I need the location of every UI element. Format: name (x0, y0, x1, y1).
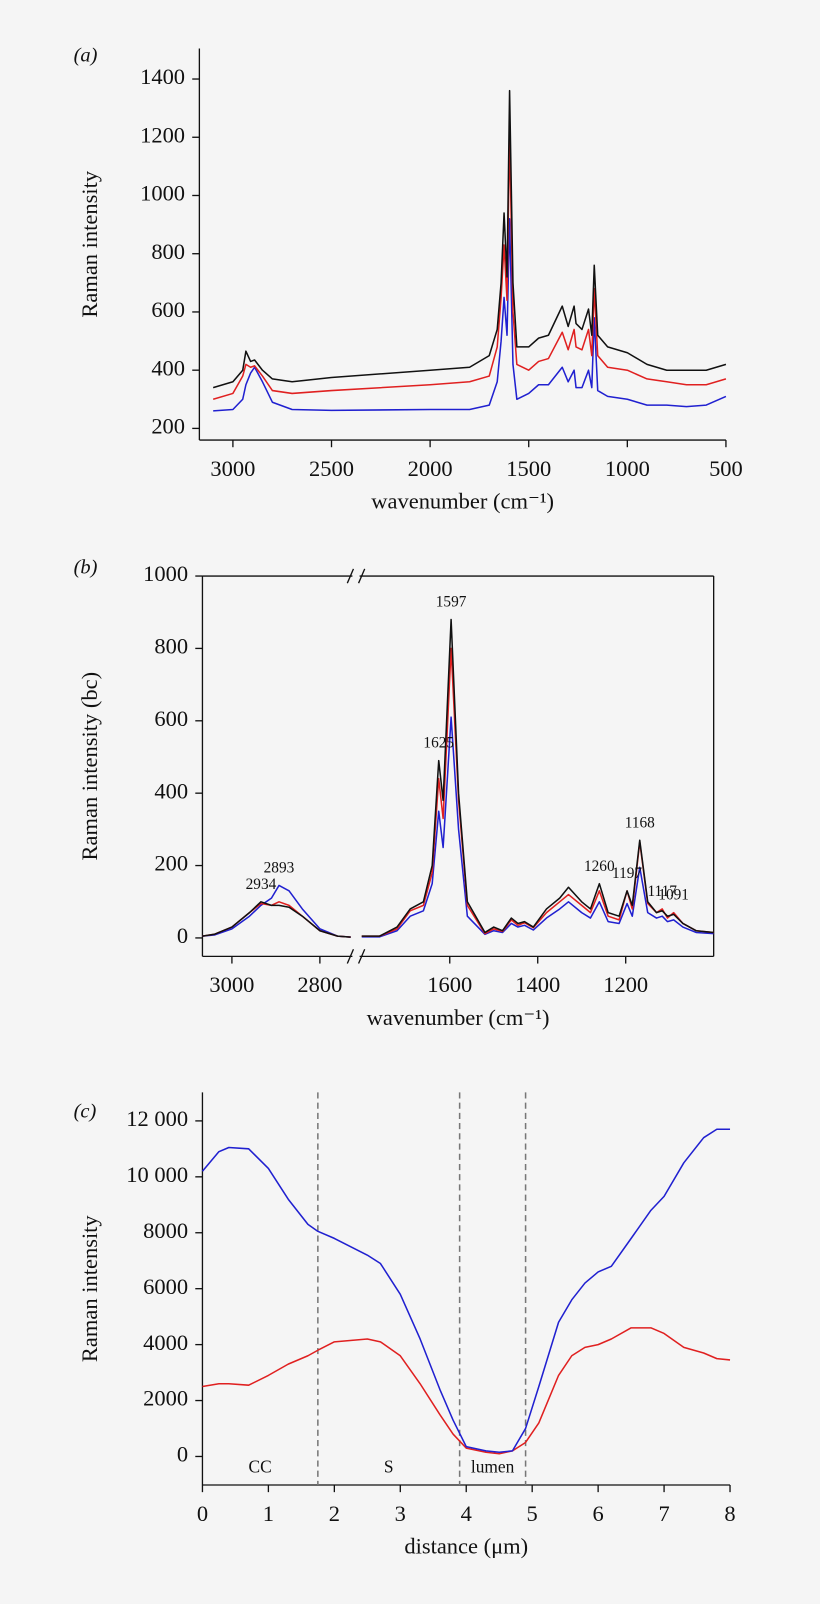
y-tick-label: 12 000 (126, 1106, 188, 1131)
y-tick-label: 1000 (143, 561, 188, 586)
x-axis-title: wavenumber (cm⁻¹) (367, 1005, 550, 1030)
y-tick-label: 10 000 (126, 1162, 188, 1187)
panel-label: (b) (74, 557, 98, 579)
peak-label: 1260 (584, 858, 615, 875)
region-label: lumen (471, 1458, 515, 1477)
y-tick-label: 400 (151, 355, 185, 380)
y-tick-label: 1000 (140, 181, 185, 206)
series-line (213, 218, 727, 412)
axis-break (357, 948, 366, 964)
peak-label: 1625 (423, 735, 454, 752)
y-tick-label: 200 (151, 414, 185, 439)
x-tick-label: 4 (461, 1501, 472, 1526)
y-axis-title: Raman intensity (77, 170, 102, 318)
y-tick-label: 800 (151, 239, 185, 264)
peak-label: 1117 (647, 883, 677, 900)
x-tick-label: 3000 (210, 456, 255, 481)
x-tick-label: 0 (197, 1501, 208, 1526)
panel-label: (a) (74, 44, 98, 66)
series-line (202, 901, 351, 938)
x-tick-label: 1 (263, 1501, 274, 1526)
axis-break (346, 568, 355, 584)
peak-label: 1168 (625, 814, 655, 831)
y-tick-label: 200 (154, 851, 188, 876)
x-tick-label: 500 (709, 456, 743, 481)
y-tick-label: 2000 (143, 1386, 188, 1411)
x-tick-label: 7 (658, 1501, 669, 1526)
y-tick-label: 4000 (143, 1330, 188, 1355)
series-line (212, 89, 727, 389)
y-tick-label: 1400 (140, 64, 185, 89)
x-axis-title: wavenumber (cm⁻¹) (371, 489, 554, 514)
panel-label: (c) (74, 1101, 97, 1123)
x-tick-label: 2 (329, 1501, 340, 1526)
series-line (212, 133, 727, 400)
series-line (361, 618, 714, 937)
x-tick-label: 1400 (515, 972, 560, 997)
peak-label: 1597 (436, 594, 467, 611)
y-tick-label: 1200 (140, 122, 185, 147)
x-tick-label: 1000 (605, 456, 650, 481)
x-tick-label: 1600 (427, 972, 472, 997)
x-axis-title: distance (μm) (404, 1534, 528, 1559)
y-tick-label: 6000 (143, 1274, 188, 1299)
y-tick-label: 0 (177, 1442, 188, 1467)
x-tick-label: 2800 (297, 972, 342, 997)
y-tick-label: 600 (154, 706, 188, 731)
x-tick-label: 2500 (309, 456, 354, 481)
region-label: S (384, 1458, 394, 1477)
region-label: CC (249, 1458, 272, 1477)
x-tick-label: 2000 (408, 456, 453, 481)
y-tick-label: 8000 (143, 1218, 188, 1243)
y-tick-label: 0 (177, 923, 188, 948)
peak-label: 1091 (658, 887, 689, 904)
axis-break (357, 568, 366, 584)
axis-break (346, 948, 355, 964)
series-line (202, 1327, 731, 1455)
x-tick-label: 3000 (209, 972, 254, 997)
series-line (201, 1128, 731, 1454)
peak-label: 2893 (264, 860, 295, 877)
y-tick-label: 600 (151, 297, 185, 322)
x-tick-label: 1200 (603, 972, 648, 997)
peak-label: 2934 (246, 876, 277, 893)
x-tick-label: 8 (724, 1501, 735, 1526)
peak-label: 1197 (612, 865, 642, 882)
series-line (361, 716, 714, 938)
y-tick-label: 800 (154, 634, 188, 659)
x-tick-label: 1500 (506, 456, 551, 481)
x-tick-label: 3 (395, 1501, 406, 1526)
x-tick-label: 5 (527, 1501, 538, 1526)
series-line (202, 884, 351, 938)
y-axis-title: Raman intensity (77, 1215, 102, 1363)
x-tick-label: 6 (593, 1501, 604, 1526)
y-tick-label: 400 (154, 778, 188, 803)
y-axis-title: Raman intensity (bc) (77, 672, 102, 861)
